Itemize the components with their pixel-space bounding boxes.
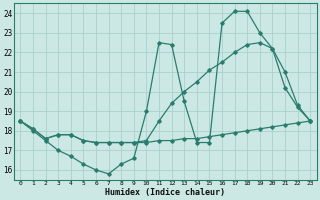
X-axis label: Humidex (Indice chaleur): Humidex (Indice chaleur) <box>105 188 225 197</box>
